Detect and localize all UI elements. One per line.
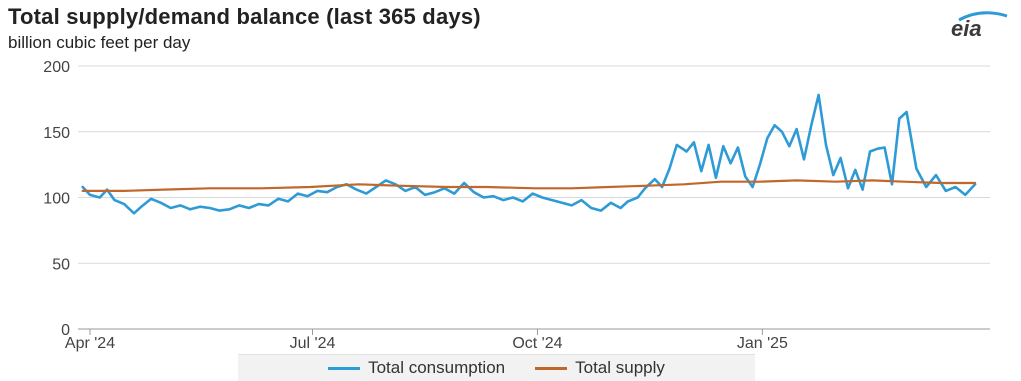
- chart-subtitle: billion cubic feet per day: [8, 33, 191, 52]
- legend-item-consumption[interactable]: Total consumption: [328, 358, 505, 378]
- series-line-total-consumption: [81, 93, 977, 215]
- eia-logo[interactable]: eia: [949, 6, 1013, 46]
- legend-swatch-supply: [535, 366, 568, 370]
- y-tick-label-150: 150: [43, 125, 70, 142]
- eia-logo-swoosh-icon: [958, 11, 1008, 22]
- y-tick-label-100: 100: [43, 191, 70, 208]
- page-title: Total supply/demand balance (last 365 da…: [8, 4, 481, 29]
- x-tick-label-2: Oct '24: [512, 335, 562, 352]
- y-tick-label-200: 200: [43, 59, 70, 76]
- series-line-total-supply: [81, 179, 977, 192]
- y-tick-label-50: 50: [52, 256, 70, 273]
- legend-item-supply[interactable]: Total supply: [535, 358, 665, 378]
- legend-swatch-consumption: [328, 366, 361, 370]
- eia-logo-text: eia: [951, 16, 982, 41]
- x-tick-label-3: Jan '25: [737, 335, 788, 352]
- legend-label-consumption: Total consumption: [368, 358, 506, 377]
- x-tick-label-1: Jul '24: [290, 335, 336, 352]
- legend-label-supply: Total supply: [575, 358, 665, 377]
- x-tick-label-0: Apr '24: [65, 335, 115, 352]
- legend: Total consumption Total supply: [238, 354, 755, 381]
- y-tick-label-0: 0: [61, 322, 70, 339]
